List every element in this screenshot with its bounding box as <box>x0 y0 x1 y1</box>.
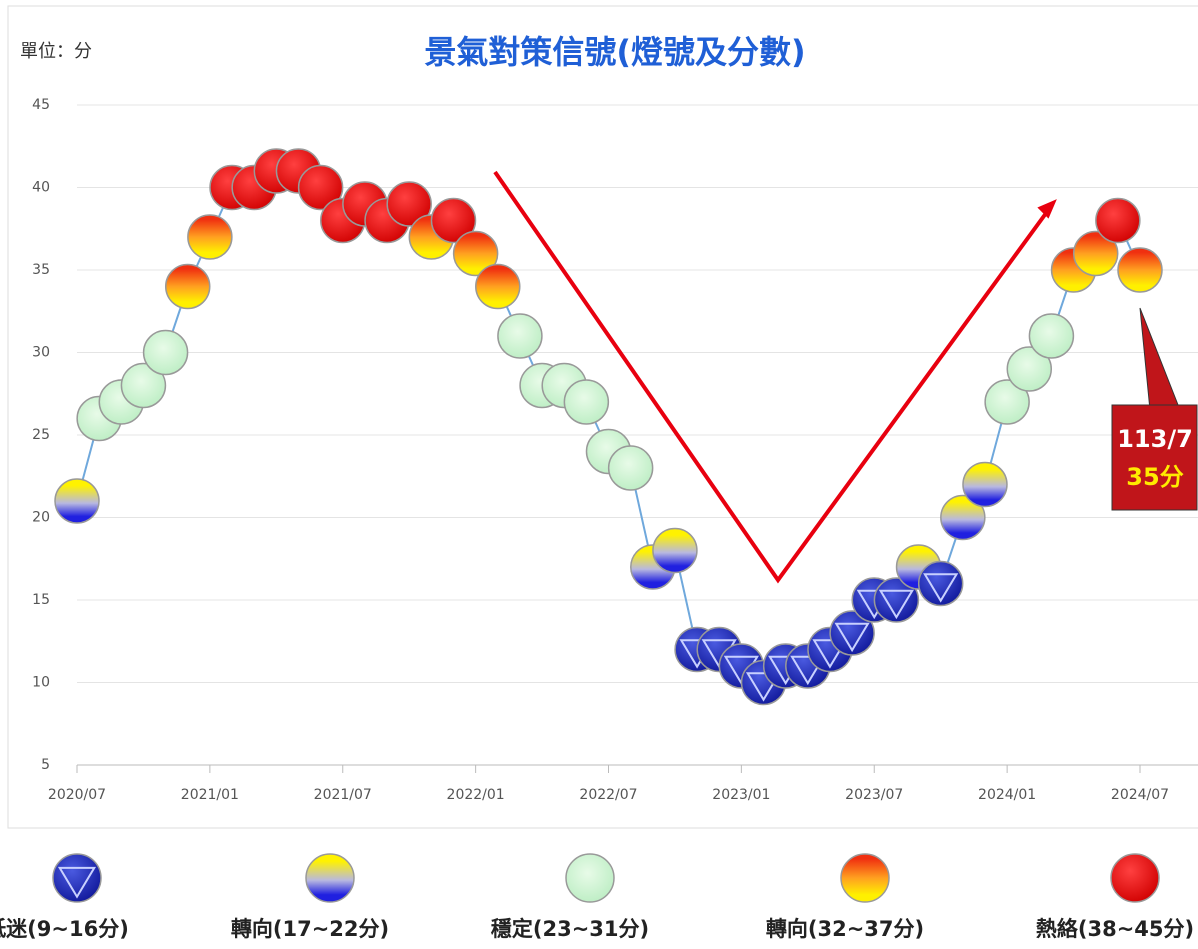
x-tick-label: 2022/01 <box>447 787 505 803</box>
dot-triangle <box>878 589 915 620</box>
legend-triangle <box>57 866 97 899</box>
signal-dot <box>607 445 654 491</box>
signal-dot <box>940 494 986 541</box>
legend-swatch <box>565 853 615 903</box>
signal-dot <box>652 527 698 574</box>
signal-dot <box>297 164 344 211</box>
x-tick-label: 2024/01 <box>978 787 1036 803</box>
dot-triangle <box>812 639 848 669</box>
v-arrow <box>493 170 1054 584</box>
x-tick-label: 2024/07 <box>1111 787 1169 803</box>
y-tick-label: 30 <box>32 345 50 361</box>
signal-dot <box>142 329 189 376</box>
signal-dot <box>873 577 920 623</box>
y-tick-label: 40 <box>32 180 50 196</box>
signal-dot <box>120 362 167 409</box>
unit: 單位：分 <box>20 41 92 62</box>
signal-dot <box>430 197 477 244</box>
dot-triangle <box>790 655 826 686</box>
legend-label: 轉向(17~22分) <box>231 917 389 941</box>
legend-label: 低迷(9~16分) <box>0 917 129 941</box>
callout-date: 113/7 <box>1117 425 1193 453</box>
legend-label: 穩定(23~31分) <box>491 917 649 941</box>
x-tick-label: 2022/07 <box>579 787 637 803</box>
signal-dot <box>563 379 610 425</box>
y-tick-label: 35 <box>32 262 50 278</box>
dot-triangle <box>745 672 782 702</box>
chart-title: 景氣對策信號(燈號及分數) <box>424 33 805 71</box>
y-tick-label: 25 <box>32 427 50 443</box>
signal-dot <box>984 379 1030 425</box>
signal-dot <box>54 478 100 524</box>
legend-label: 轉向(32~37分) <box>766 917 924 941</box>
arrow-head <box>1037 199 1057 219</box>
signal-dot <box>962 461 1008 508</box>
x-tick-label: 2021/01 <box>181 787 239 803</box>
y-tick-label: 45 <box>32 97 50 113</box>
signal-dot <box>386 181 432 227</box>
signal-dot <box>1095 197 1141 244</box>
legend-swatch <box>52 853 102 903</box>
signal-dot <box>1028 313 1075 359</box>
signal-dot <box>452 230 499 277</box>
callout-score: 35分 <box>1126 463 1183 491</box>
legend-swatch <box>305 853 355 903</box>
signal-dot <box>829 610 875 656</box>
callout <box>1111 404 1198 511</box>
signal-dot <box>917 560 964 607</box>
legend-label: 熱絡(38~45分) <box>1036 917 1194 941</box>
signal-dot <box>497 313 543 359</box>
y-tick-label: 5 <box>41 757 50 773</box>
signal-dot <box>164 263 211 310</box>
signal-dot <box>1006 346 1053 392</box>
signal-dot <box>187 214 233 260</box>
x-tick-label: 2023/01 <box>712 787 770 803</box>
signal-dot <box>475 263 521 310</box>
dot-triangle <box>834 622 870 653</box>
signal-dot <box>1072 230 1119 277</box>
y-tick-label: 15 <box>32 592 50 608</box>
legend-swatch <box>840 853 890 903</box>
x-tick-label: 2021/07 <box>314 787 372 803</box>
y-tick-label: 10 <box>32 675 50 691</box>
dot-triangle <box>923 573 959 603</box>
x-tick-label: 2020/07 <box>48 787 106 803</box>
signal-dot <box>1117 247 1163 293</box>
y-tick-label: 20 <box>32 510 50 526</box>
x-tick-label: 2023/07 <box>845 787 903 803</box>
legend-swatch <box>1110 853 1160 903</box>
